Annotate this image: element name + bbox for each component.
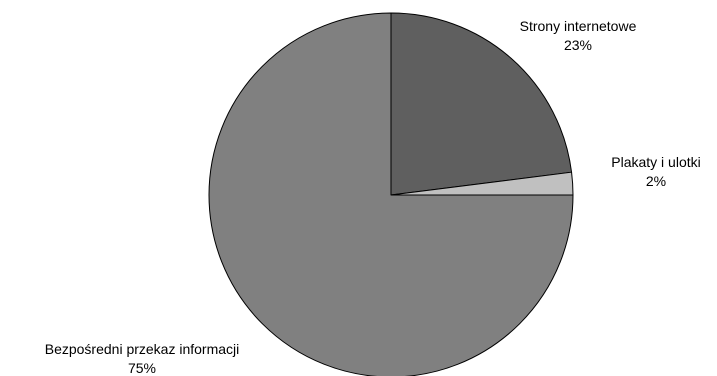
slice-value-plakaty-i-ulotki: 2% — [646, 173, 666, 189]
pie-slices — [208, 12, 574, 376]
pie-slice-bezposredni-przekaz-informacji — [208, 12, 574, 376]
slice-label-plakaty-i-ulotki: Plakaty i ulotki — [611, 154, 700, 170]
slice-value-bezposredni-przekaz: 75% — [128, 360, 156, 376]
slice-label-strony-internetowe: Strony internetowe — [520, 18, 637, 34]
pie-slice-strony-internetowe — [390, 12, 573, 196]
pie-labels: Strony internetowe 23% Plakaty i ulotki … — [45, 18, 701, 376]
slice-label-bezposredni-przekaz: Bezpośredni przekaz informacji — [45, 341, 240, 357]
slice-value-strony-internetowe: 23% — [564, 37, 592, 53]
